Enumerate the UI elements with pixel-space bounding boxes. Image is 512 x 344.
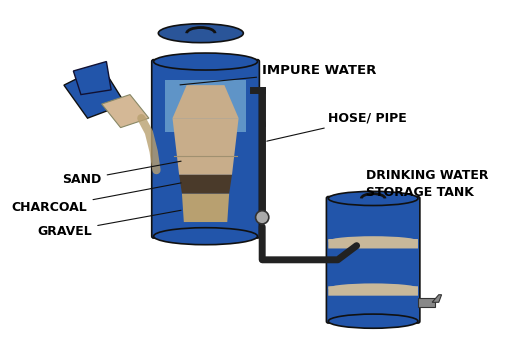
Text: CHARCOAL: CHARCOAL [12,183,181,214]
Ellipse shape [328,236,418,246]
Polygon shape [179,175,232,194]
Text: GRAVEL: GRAVEL [37,210,181,238]
Polygon shape [73,62,111,95]
Ellipse shape [154,228,258,245]
Text: IMPURE WATER: IMPURE WATER [180,64,376,85]
Ellipse shape [328,314,418,328]
Ellipse shape [158,24,243,43]
Ellipse shape [328,283,418,293]
FancyBboxPatch shape [152,60,260,238]
Text: SAND: SAND [62,161,181,186]
Ellipse shape [154,53,258,70]
Polygon shape [173,118,239,175]
Polygon shape [64,66,125,118]
Polygon shape [102,95,149,128]
Polygon shape [432,295,441,302]
Polygon shape [418,298,435,307]
Ellipse shape [328,191,418,205]
FancyBboxPatch shape [326,196,420,323]
Polygon shape [173,85,239,118]
Polygon shape [165,80,246,132]
Polygon shape [182,194,229,222]
FancyBboxPatch shape [328,239,418,248]
FancyBboxPatch shape [328,286,418,296]
Ellipse shape [255,211,269,224]
Text: DRINKING WATER
STORAGE TANK: DRINKING WATER STORAGE TANK [366,169,488,199]
Text: HOSE/ PIPE: HOSE/ PIPE [267,112,407,141]
